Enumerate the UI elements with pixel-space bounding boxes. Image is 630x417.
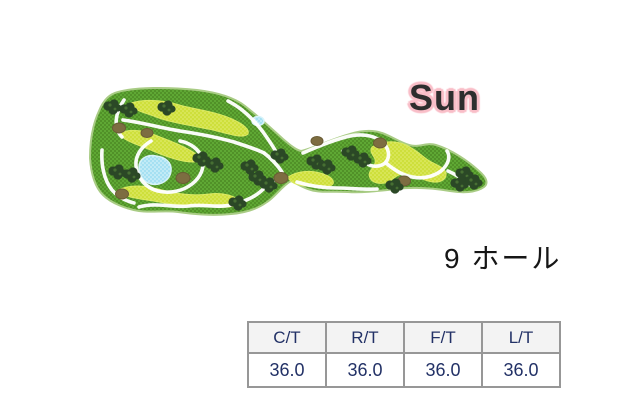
fairways: [116, 99, 447, 208]
stats-value-cell: 36.0: [481, 352, 561, 388]
stats-table: C/T R/T F/T L/T 36.0 36.0 36.0 36.0: [247, 321, 561, 388]
stats-value-cell: 36.0: [403, 352, 483, 388]
bunkers: [112, 122, 411, 200]
course-name-label: Sun: [409, 77, 480, 118]
pond: [138, 154, 172, 186]
stats-header-cell: L/T: [481, 321, 561, 354]
golf-course-illustration: [89, 86, 488, 216]
hole-count-label: 9 ホール: [444, 243, 562, 274]
stats-value-cell: 36.0: [325, 352, 405, 388]
golf-course-map: [85, 78, 497, 248]
stats-header-cell: F/T: [403, 321, 483, 354]
stats-header-row: C/T R/T F/T L/T: [247, 321, 561, 354]
stats-value-row: 36.0 36.0 36.0 36.0: [247, 352, 561, 388]
stats-header-cell: R/T: [325, 321, 405, 354]
stats-header-cell: C/T: [247, 321, 327, 354]
stats-value-cell: 36.0: [247, 352, 327, 388]
